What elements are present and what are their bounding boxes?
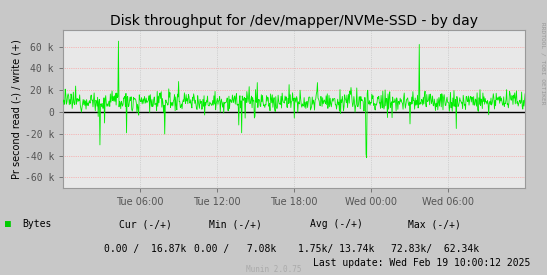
Text: 0.00 /  16.87k: 0.00 / 16.87k xyxy=(104,244,186,254)
Text: 0.00 /   7.08k: 0.00 / 7.08k xyxy=(194,244,276,254)
Text: 72.83k/  62.34k: 72.83k/ 62.34k xyxy=(391,244,479,254)
Text: 1.75k/ 13.74k: 1.75k/ 13.74k xyxy=(298,244,375,254)
Y-axis label: Pr second read (-) / write (+): Pr second read (-) / write (+) xyxy=(11,39,22,179)
Text: Avg (-/+): Avg (-/+) xyxy=(310,219,363,229)
Text: Bytes: Bytes xyxy=(22,219,51,229)
Text: RRDTOOL / TOBI OETIKER: RRDTOOL / TOBI OETIKER xyxy=(541,22,546,104)
Text: Last update: Wed Feb 19 10:00:12 2025: Last update: Wed Feb 19 10:00:12 2025 xyxy=(313,258,531,268)
Title: Disk throughput for /dev/mapper/NVMe-SSD - by day: Disk throughput for /dev/mapper/NVMe-SSD… xyxy=(110,14,478,28)
Text: Cur (-/+): Cur (-/+) xyxy=(119,219,171,229)
Text: ■: ■ xyxy=(5,219,11,229)
Text: Munin 2.0.75: Munin 2.0.75 xyxy=(246,265,301,274)
Text: Min (-/+): Min (-/+) xyxy=(209,219,261,229)
Text: Max (-/+): Max (-/+) xyxy=(409,219,461,229)
